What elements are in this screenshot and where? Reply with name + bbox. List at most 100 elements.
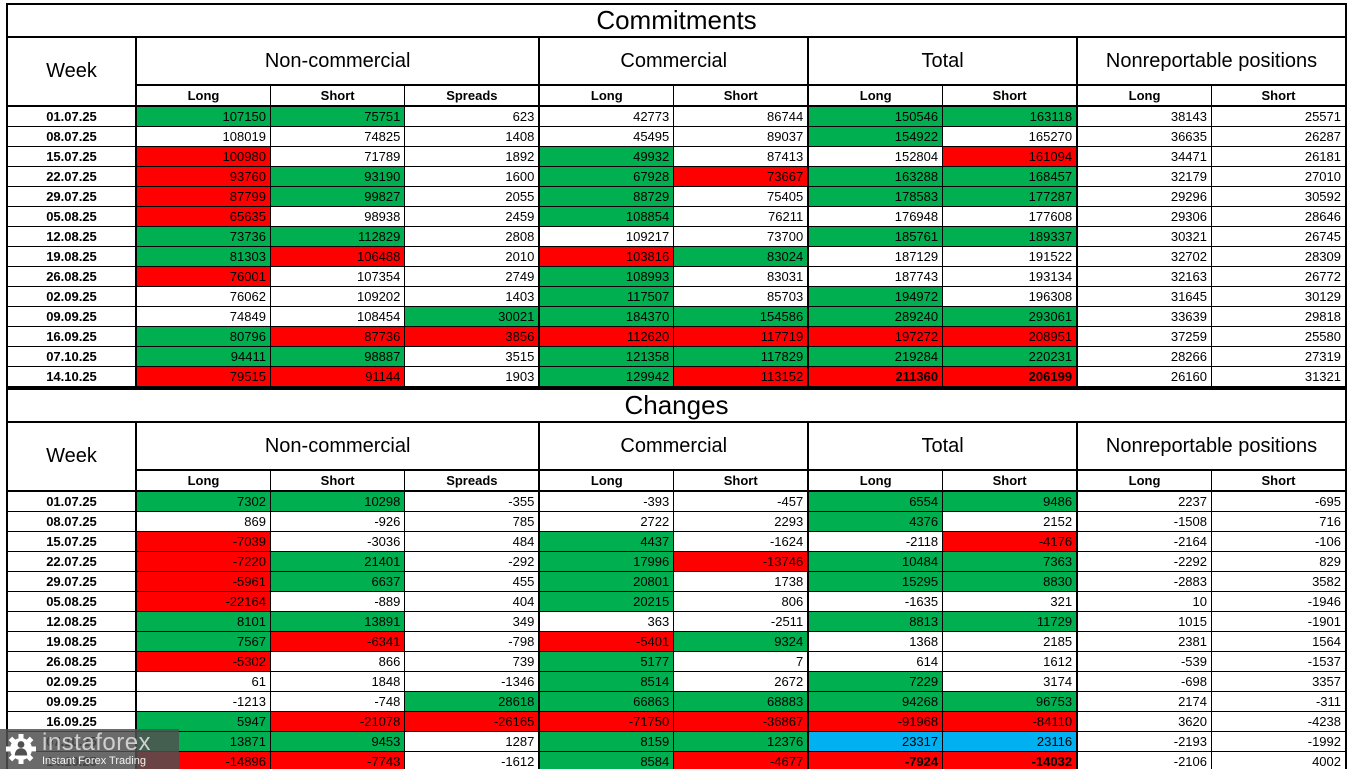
table-row: 26.08.25 -5302 866 739 5177 7 614 1612 -539 -1537 [6,651,1347,672]
week-cell: 02.09.25 [6,286,137,307]
value-cell: 349 [404,611,540,632]
value-cell: -1213 [134,691,271,712]
value-cell: 2152 [942,511,1078,532]
value-cell: 3515 [404,346,540,367]
value-cell: 88729 [538,186,675,207]
value-cell: -7039 [134,531,271,552]
value-cell: 94268 [807,691,944,712]
value-cell: 28646 [1211,206,1347,227]
value-cell: -2292 [1076,551,1213,572]
value-cell: -1346 [404,671,540,692]
changes-table: Changes Week Non-commercial Commercial T… [6,388,1347,769]
value-cell: 1903 [404,366,540,388]
value-cell: 455 [404,571,540,592]
value-cell: -36867 [673,711,809,732]
value-cell: -1901 [1211,611,1347,632]
value-cell: 163288 [807,166,944,187]
week-cell: 08.07.25 [6,126,137,147]
value-cell: -14032 [942,751,1078,769]
group-header-noncommercial: Non-commercial [134,421,541,471]
value-cell: 363 [538,611,675,632]
value-cell: 86744 [673,105,809,127]
value-cell: 34471 [1076,146,1213,167]
value-cell: 107354 [269,266,406,287]
subheader-comm-short: Short [673,84,809,107]
value-cell: 29296 [1076,186,1213,207]
week-column-header: Week [6,36,137,107]
value-cell: 112620 [538,326,675,347]
value-cell: 829 [1211,551,1347,572]
value-cell: 211360 [807,366,944,388]
table-row: 16.09.25 5947 -21078 -26165 -71750 -36867 -919… [6,711,1347,732]
value-cell: -3036 [269,531,406,552]
value-cell: 2293 [673,511,809,532]
subheader-nr-long: Long [1076,469,1213,492]
value-cell: -695 [1211,490,1347,512]
week-cell: 01.07.25 [6,490,137,512]
value-cell: -1612 [404,751,540,769]
value-cell: 165270 [942,126,1078,147]
value-cell: 154922 [807,126,944,147]
value-cell: 197272 [807,326,944,347]
value-cell: -2164 [1076,531,1213,552]
value-cell: -2883 [1076,571,1213,592]
value-cell: 189337 [942,226,1078,247]
value-cell: 4437 [538,531,675,552]
value-cell: 109202 [269,286,406,307]
value-cell: 2174 [1076,691,1213,712]
value-cell: -1508 [1076,511,1213,532]
value-cell: 177287 [942,186,1078,207]
table-row: 12.08.25 73736 112829 2808 109217 73700 185761… [6,226,1347,247]
value-cell: -748 [269,691,406,712]
subheader-comm-long: Long [538,469,675,492]
value-cell: -21078 [269,711,406,732]
value-cell: 2237 [1076,490,1213,512]
value-cell: 76001 [134,266,271,287]
value-cell: -1537 [1211,651,1347,672]
week-cell: 02.09.25 [6,671,137,692]
value-cell: 26160 [1076,366,1213,388]
value-cell: -1635 [807,591,944,612]
value-cell: 25580 [1211,326,1347,347]
week-cell: 26.08.25 [6,266,137,287]
value-cell: 1408 [404,126,540,147]
value-cell: 12376 [673,731,809,752]
value-cell: -539 [1076,651,1213,672]
subheader-nc-short: Short [269,469,406,492]
value-cell: 108454 [269,306,406,327]
value-cell: 10484 [807,551,944,572]
value-cell: 8813 [807,611,944,632]
table-row: 01.07.25 7302 10298 -355 -393 -457 6554 9486 223… [6,490,1347,512]
group-header-nonreportable: Nonreportable positions [1076,421,1347,471]
week-cell: 09.09.25 [6,306,137,327]
value-cell: -106 [1211,531,1347,552]
value-cell: 27319 [1211,346,1347,367]
value-cell: 1892 [404,146,540,167]
value-cell: 194972 [807,286,944,307]
value-cell: -7924 [807,751,944,769]
value-cell: 219284 [807,346,944,367]
value-cell: 178583 [807,186,944,207]
subheader-nr-short: Short [1211,84,1347,107]
value-cell: 293061 [942,306,1078,327]
value-cell: 8101 [134,611,271,632]
table-row: 22.07.25 -7220 21401 -292 17996 -13746 10484 73… [6,551,1347,572]
value-cell: 716 [1211,511,1347,532]
value-cell: 91144 [269,366,406,388]
value-cell: 30129 [1211,286,1347,307]
value-cell: -5961 [134,571,271,592]
value-cell: 112829 [269,226,406,247]
commitments-table: Commitments Week Non-commercial Commerci… [6,3,1347,388]
value-cell: 26287 [1211,126,1347,147]
value-cell: 28618 [404,691,540,712]
value-cell: 93760 [134,166,271,187]
value-cell: 113152 [673,366,809,388]
value-cell: 739 [404,651,540,672]
value-cell: -7743 [269,751,406,769]
value-cell: 1738 [673,571,809,592]
value-cell: 161094 [942,146,1078,167]
value-cell: 30021 [404,306,540,327]
value-cell: 75751 [269,105,406,127]
subheader-comm-short: Short [673,469,809,492]
table-row: 05.08.25 -22164 -889 404 20215 806 -1635 321 10-… [6,591,1347,612]
